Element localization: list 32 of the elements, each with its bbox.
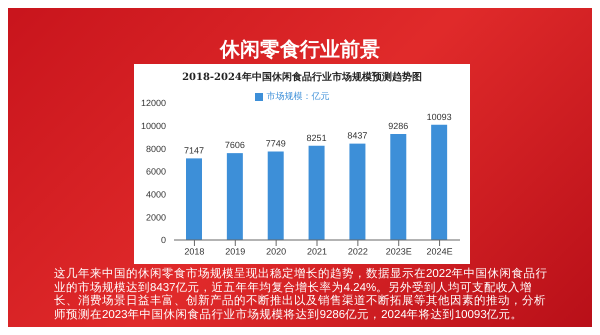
chart-subtitle: 2018-2024年中国休闲食品行业市场规模预测趋势图 [181,70,423,84]
bar [226,153,243,240]
data-label: 10093 [426,112,452,122]
data-label: 7147 [184,145,204,156]
data-label: 7749 [266,138,286,149]
y-tick-label: 2000 [146,212,166,222]
y-tick-label: 4000 [146,190,166,200]
data-label: 9286 [388,120,408,131]
bar [431,124,448,240]
y-tick-label: 6000 [146,166,166,177]
x-tick-label: 2019 [225,246,246,256]
x-tick-label: 2021 [306,246,328,256]
bar [308,146,325,240]
data-label: 8251 [306,132,327,143]
x-tick-label: 2020 [266,246,286,256]
y-tick-label: 10000 [140,121,166,132]
data-label: 7606 [224,140,245,150]
bar [390,134,406,240]
x-tick-label: 2022 [348,246,368,256]
x-tick-label: 2023E [386,246,412,256]
y-tick-label: 8000 [146,144,166,154]
data-label: 8437 [347,130,368,141]
bar [186,158,202,240]
x-tick-label: 2024E [426,246,453,256]
text: 这几年来中国的休闲零食市场规模呈现出稳定增长的趋势，数据显示在2022年中国休闲食品行业的市场规模达到8437亿元，近五年年均复合增长率为4.24%。另外受到人均可支配收入增长、消费场景日益丰富、创新产品的不断推出以及销售渠道不断拓展等其他因素的推动，分析师预测在2023年中国休闲食品行业市场规模将达到9286亿元，2024年将达到10093亿元。 [54,268,549,322]
bar [349,144,366,240]
bar [268,152,284,240]
y-tick-label: 0 [160,235,166,246]
chart-title: 休闲零食行业前景 [218,38,381,63]
x-tick-label: 2018 [184,246,204,256]
legend-label: 市场规模：亿元 [266,91,330,101]
y-tick-label: 12000 [140,98,166,108]
